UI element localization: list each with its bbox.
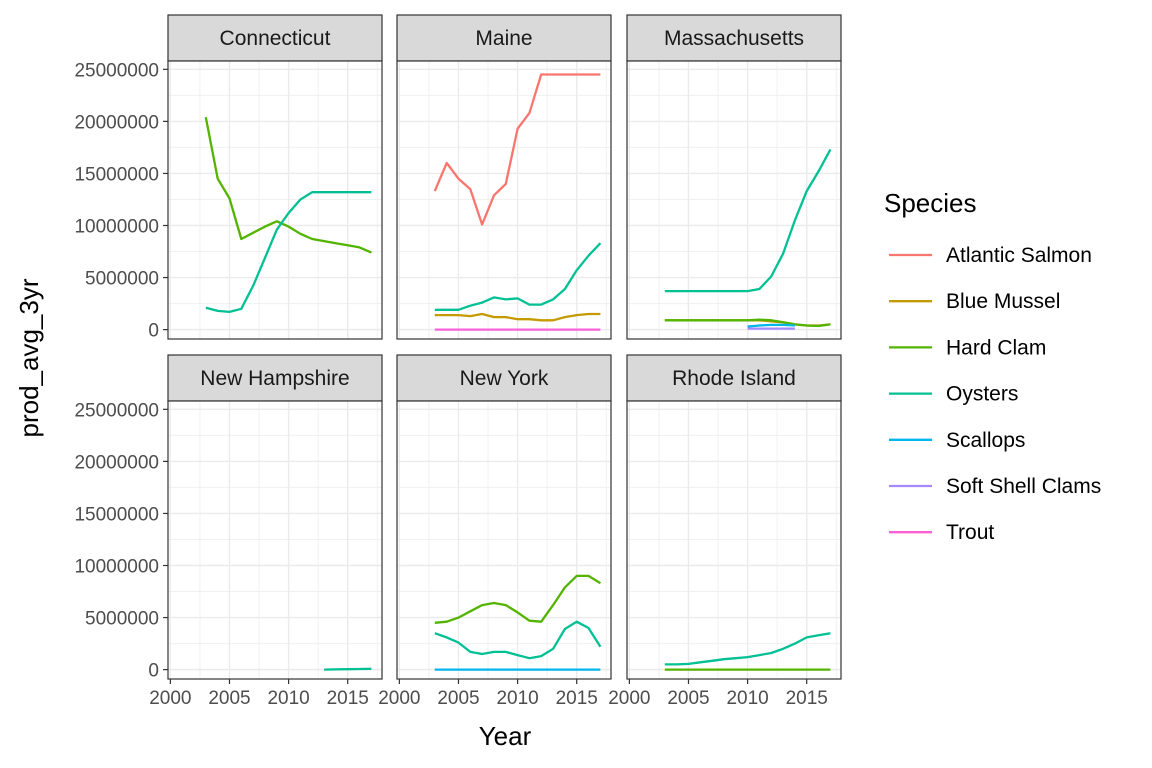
panel-border [626, 60, 842, 340]
x-tick-label: 2000 [149, 688, 191, 709]
legend-label: Oysters [946, 383, 1018, 406]
panel-border [396, 60, 612, 340]
y-tick-label: 25000000 [74, 60, 159, 81]
facet-strip [396, 354, 612, 402]
panel-border [626, 400, 842, 680]
series-line [204, 116, 372, 254]
y-tick-label: 20000000 [74, 452, 159, 473]
y-axis-title: prod_avg_3yr [14, 278, 44, 437]
panel-border [167, 60, 383, 340]
x-tick-label: 2010 [496, 688, 538, 709]
x-tick-label: 2015 [786, 688, 828, 709]
series-line [664, 632, 831, 666]
legend: Species Atlantic Salmon Blue Mussel Hard C… [884, 188, 1101, 544]
facet-strip-label: Connecticut [220, 27, 331, 50]
series-line [664, 318, 831, 328]
legend-label: Hard Clam [946, 336, 1046, 359]
y-tick-label: 10000000 [74, 217, 159, 238]
facet-strip [167, 354, 383, 402]
x-axis-title: Year [479, 721, 532, 751]
legend-label: Scallops [946, 429, 1025, 452]
legend-title: Species [884, 188, 977, 218]
plot-area [397, 61, 611, 339]
series-line [205, 191, 372, 314]
plot-area [627, 61, 841, 339]
legend-item: Hard Clam [889, 336, 1046, 359]
facet-panel: Rhode Island 2000 2005 2010 2015 [608, 354, 842, 709]
facet-strip-label: Massachusetts [664, 27, 804, 50]
panel-border [167, 400, 383, 680]
facet-strip [626, 354, 842, 402]
facet-strip-label: New Hampshire [200, 367, 349, 390]
x-tick-label: 2000 [608, 688, 650, 709]
legend-item: Blue Mussel [889, 290, 1060, 313]
series-line [434, 312, 601, 322]
facet-panel: New Hampshire 0 5000000 10000000 15000000 200… [74, 354, 383, 709]
y-tick-label: 0 [148, 661, 159, 682]
x-tick-label: 2005 [208, 688, 250, 709]
facet-panel: Maine [396, 14, 612, 340]
panel-border [396, 400, 612, 680]
facet-strip [167, 14, 383, 62]
plot-area [168, 401, 382, 679]
legend-label: Trout [946, 521, 994, 544]
facet-panel: Massachusetts [626, 14, 842, 340]
x-tick-label: 2010 [726, 688, 768, 709]
y-tick-label: 20000000 [74, 112, 159, 133]
y-tick-label: 5000000 [85, 269, 159, 290]
facet-panel: New York 2000 2005 2010 2015 [378, 354, 612, 709]
x-tick-label: 2015 [556, 688, 598, 709]
legend-item: Scallops [889, 429, 1025, 452]
x-tick-label: 2000 [378, 688, 420, 709]
x-tick-label: 2015 [327, 688, 369, 709]
series-line [434, 242, 602, 311]
legend-label: Soft Shell Clams [946, 475, 1101, 498]
legend-label: Blue Mussel [946, 290, 1060, 313]
facet-strip-label: Rhode Island [672, 367, 796, 390]
plot-area [397, 401, 611, 679]
facet-strip-label: Maine [475, 27, 532, 50]
plot-area [627, 401, 841, 679]
y-tick-label: 0 [148, 321, 159, 342]
series-line [664, 148, 832, 293]
y-tick-label: 15000000 [74, 504, 159, 525]
x-tick-label: 2010 [267, 688, 309, 709]
series-line [324, 667, 372, 671]
legend-item: Soft Shell Clams [889, 475, 1101, 498]
y-tick-label: 10000000 [74, 557, 159, 578]
series-line [747, 323, 795, 328]
series-line [434, 574, 602, 624]
series-line [434, 620, 602, 660]
x-tick-label: 2005 [667, 688, 709, 709]
facet-panels: Connecticut05000000100000001500000020000… [74, 14, 842, 709]
y-tick-label: 25000000 [74, 400, 159, 421]
facet-strip-label: New York [460, 367, 549, 390]
facet-strip [626, 14, 842, 62]
y-tick-label: 5000000 [85, 609, 159, 630]
x-tick-label: 2005 [437, 688, 479, 709]
series-line [433, 73, 601, 226]
plot-area [168, 61, 382, 339]
facet-panel: Connecticut 0 5000000 10000000 15000000 20000… [74, 14, 383, 342]
facet-strip [396, 14, 612, 62]
legend-label: Atlantic Salmon [946, 244, 1092, 267]
y-tick-label: 15000000 [74, 164, 159, 185]
legend-item: Trout [889, 521, 994, 544]
legend-item: Atlantic Salmon [889, 244, 1092, 267]
legend-item: Oysters [889, 383, 1018, 406]
